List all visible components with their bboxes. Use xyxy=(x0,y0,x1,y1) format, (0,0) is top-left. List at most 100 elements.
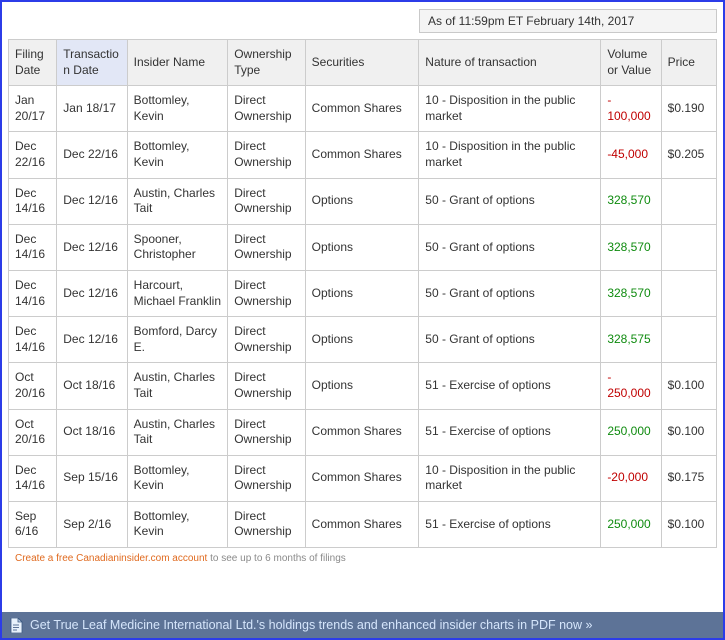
cell-filing-date: Dec 14/16 xyxy=(7,177,58,225)
table-row: Dec 22/16 Dec 22/16 Bottomley, Kevin Dir… xyxy=(7,131,718,179)
col-header-insider-name[interactable]: Insider Name xyxy=(126,38,229,87)
cell-insider-name: Austin, Charles Tait xyxy=(126,177,229,225)
cell-price xyxy=(660,223,718,271)
cell-securities: Options xyxy=(304,316,420,364)
cell-filing-date: Dec 22/16 xyxy=(7,131,58,179)
cell-transaction-date: Dec 12/16 xyxy=(56,177,128,225)
cell-price xyxy=(660,269,718,318)
pdf-document-icon xyxy=(10,617,23,633)
cell-volume: 328,570 xyxy=(600,177,662,225)
cell-transaction-date: Oct 18/16 xyxy=(56,408,128,456)
cell-insider-name: Austin, Charles Tait xyxy=(126,362,229,410)
cell-ownership-type: Direct Ownership xyxy=(227,454,306,502)
cell-transaction-date: Jan 18/17 xyxy=(56,85,128,133)
cell-filing-date: Dec 14/16 xyxy=(7,316,58,364)
cell-insider-name: Spooner, Christopher xyxy=(126,223,229,271)
cell-ownership-type: Direct Ownership xyxy=(227,85,306,133)
table-row: Dec 14/16 Sep 15/16 Bottomley, Kevin Dir… xyxy=(7,454,718,502)
cell-nature: 50 - Grant of options xyxy=(418,269,602,318)
cell-volume: 250,000 xyxy=(600,500,662,549)
table-row: Oct 20/16 Oct 18/16 Austin, Charles Tait… xyxy=(7,362,718,410)
cell-securities: Common Shares xyxy=(304,131,420,179)
col-header-nature[interactable]: Nature of transaction xyxy=(418,38,602,87)
col-header-price[interactable]: Price xyxy=(660,38,718,87)
cell-securities: Common Shares xyxy=(304,500,420,549)
table-row: Oct 20/16 Oct 18/16 Austin, Charles Tait… xyxy=(7,408,718,456)
cell-nature: 50 - Grant of options xyxy=(418,223,602,271)
col-header-ownership-type[interactable]: Ownership Type xyxy=(227,38,306,87)
table-row: Sep 6/16 Sep 2/16 Bottomley, Kevin Direc… xyxy=(7,500,718,549)
cell-filing-date: Dec 14/16 xyxy=(7,269,58,318)
cell-nature: 10 - Disposition in the public market xyxy=(418,131,602,179)
header-row: Filing Date Transaction Date Insider Nam… xyxy=(7,38,718,87)
cell-securities: Common Shares xyxy=(304,408,420,456)
cell-price xyxy=(660,177,718,225)
create-account-link[interactable]: Create a free Canadianinsider.com accoun… xyxy=(15,553,208,565)
cell-nature: 10 - Disposition in the public market xyxy=(418,454,602,502)
cell-insider-name: Harcourt, Michael Franklin xyxy=(126,269,229,318)
cell-nature: 50 - Grant of options xyxy=(418,177,602,225)
cell-volume: - 100,000 xyxy=(600,85,662,133)
col-header-transaction-date[interactable]: Transaction Date xyxy=(56,38,128,87)
cell-volume: 250,000 xyxy=(600,408,662,456)
account-footnote: Create a free Canadianinsider.com accoun… xyxy=(15,553,723,564)
cell-ownership-type: Direct Ownership xyxy=(227,500,306,549)
cell-filing-date: Dec 14/16 xyxy=(7,223,58,271)
cell-ownership-type: Direct Ownership xyxy=(227,316,306,364)
cell-insider-name: Bottomley, Kevin xyxy=(126,131,229,179)
cell-securities: Options xyxy=(304,362,420,410)
as-of-label: As of 11:59pm ET February 14th, 2017 xyxy=(419,9,717,33)
cell-nature: 51 - Exercise of options xyxy=(418,362,602,410)
cell-nature: 50 - Grant of options xyxy=(418,316,602,364)
cell-filing-date: Oct 20/16 xyxy=(7,362,58,410)
cell-securities: Common Shares xyxy=(304,85,420,133)
cell-transaction-date: Dec 12/16 xyxy=(56,269,128,318)
cell-transaction-date: Sep 2/16 xyxy=(56,500,128,549)
table-row: Dec 14/16 Dec 12/16 Harcourt, Michael Fr… xyxy=(7,269,718,318)
cell-filing-date: Oct 20/16 xyxy=(7,408,58,456)
cell-insider-name: Bottomley, Kevin xyxy=(126,85,229,133)
cell-filing-date: Jan 20/17 xyxy=(7,85,58,133)
cell-price: $0.190 xyxy=(660,85,718,133)
cell-nature: 10 - Disposition in the public market xyxy=(418,85,602,133)
cell-ownership-type: Direct Ownership xyxy=(227,362,306,410)
cell-ownership-type: Direct Ownership xyxy=(227,269,306,318)
col-header-volume[interactable]: Volume or Value xyxy=(600,38,662,87)
cell-transaction-date: Oct 18/16 xyxy=(56,362,128,410)
cell-securities: Options xyxy=(304,223,420,271)
as-of-row: As of 11:59pm ET February 14th, 2017 xyxy=(8,9,717,33)
cell-filing-date: Sep 6/16 xyxy=(7,500,58,549)
cell-volume: - 250,000 xyxy=(600,362,662,410)
cell-securities: Common Shares xyxy=(304,454,420,502)
cell-transaction-date: Sep 15/16 xyxy=(56,454,128,502)
cell-volume: -45,000 xyxy=(600,131,662,179)
cell-ownership-type: Direct Ownership xyxy=(227,408,306,456)
footnote-text: to see up to 6 months of filings xyxy=(210,553,346,565)
col-header-filing-date[interactable]: Filing Date xyxy=(7,38,58,87)
cell-ownership-type: Direct Ownership xyxy=(227,223,306,271)
cell-price xyxy=(660,316,718,364)
pdf-banner-link[interactable]: Get True Leaf Medicine International Ltd… xyxy=(30,618,593,632)
cell-volume: 328,575 xyxy=(600,316,662,364)
cell-nature: 51 - Exercise of options xyxy=(418,500,602,549)
cell-ownership-type: Direct Ownership xyxy=(227,177,306,225)
table-row: Dec 14/16 Dec 12/16 Spooner, Christopher… xyxy=(7,223,718,271)
cell-price: $0.205 xyxy=(660,131,718,179)
cell-ownership-type: Direct Ownership xyxy=(227,131,306,179)
table-row: Dec 14/16 Dec 12/16 Bomford, Darcy E. Di… xyxy=(7,316,718,364)
cell-transaction-date: Dec 12/16 xyxy=(56,316,128,364)
cell-price: $0.100 xyxy=(660,500,718,549)
cell-insider-name: Austin, Charles Tait xyxy=(126,408,229,456)
table-row: Dec 14/16 Dec 12/16 Austin, Charles Tait… xyxy=(7,177,718,225)
cell-filing-date: Dec 14/16 xyxy=(7,454,58,502)
cell-price: $0.100 xyxy=(660,408,718,456)
insider-filings-table: Filing Date Transaction Date Insider Nam… xyxy=(7,38,718,549)
cell-volume: 328,570 xyxy=(600,269,662,318)
pdf-banner[interactable]: Get True Leaf Medicine International Ltd… xyxy=(2,612,723,638)
cell-volume: 328,570 xyxy=(600,223,662,271)
cell-transaction-date: Dec 22/16 xyxy=(56,131,128,179)
cell-price: $0.100 xyxy=(660,362,718,410)
cell-insider-name: Bomford, Darcy E. xyxy=(126,316,229,364)
col-header-securities[interactable]: Securities xyxy=(304,38,420,87)
